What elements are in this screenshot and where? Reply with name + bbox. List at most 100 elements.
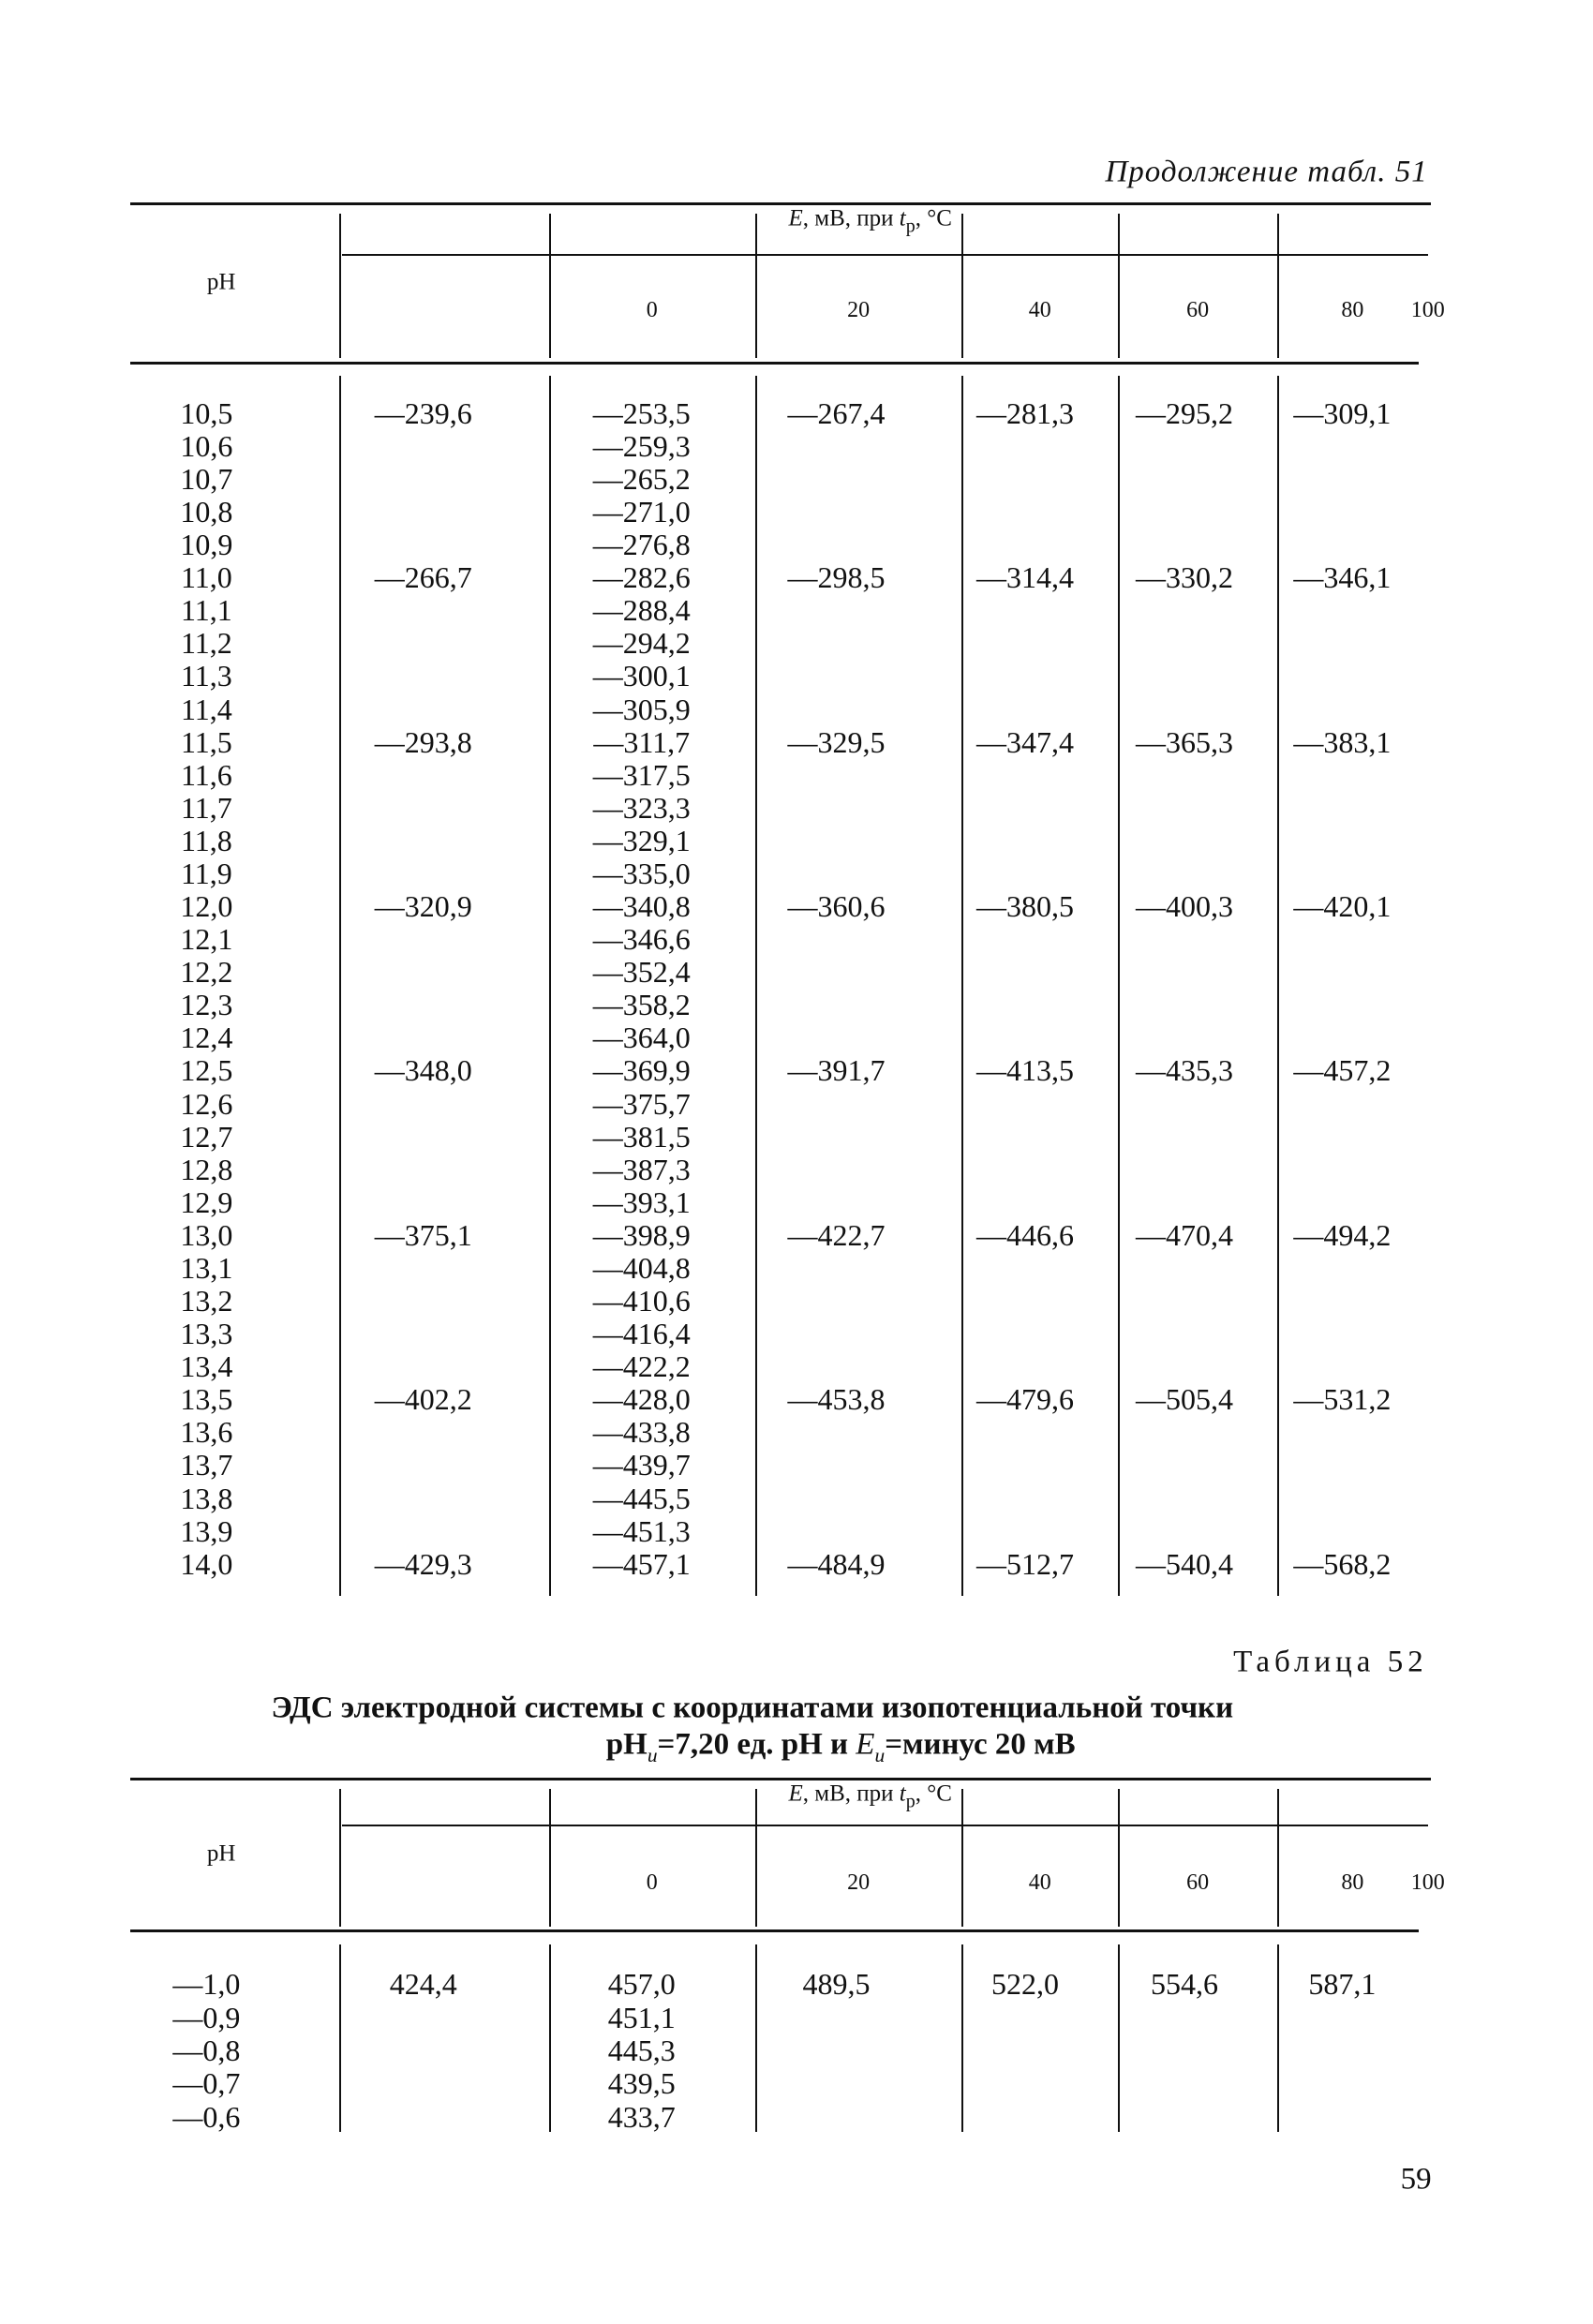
cell-value: —402,2 <box>374 1382 472 1417</box>
cell-value: —317,5 <box>592 757 691 792</box>
row-label: —0,7 <box>172 2066 241 2101</box>
row-label: 12,7 <box>180 1119 233 1154</box>
title-part: и <box>647 1744 658 1767</box>
group-header: E, мВ, при tр, °С <box>788 1782 951 1811</box>
row-label: 13,1 <box>180 1250 233 1285</box>
cell-value: —267,4 <box>787 395 886 430</box>
cell-value: —314,4 <box>975 560 1074 595</box>
cell-value: —309,1 <box>1293 395 1392 430</box>
row-label: 10,9 <box>180 528 233 562</box>
column-rule <box>961 1825 964 1927</box>
row-label: 11,9 <box>180 856 232 890</box>
cell-value: 457,0 <box>607 1967 676 2002</box>
cell-value: —282,6 <box>592 560 691 595</box>
header-part: E <box>788 1780 803 1807</box>
column-header: 0 <box>646 297 658 322</box>
column-rule <box>961 376 964 1597</box>
column-rule <box>1118 253 1121 359</box>
cell-value: —439,7 <box>592 1448 691 1482</box>
column-header: 0 <box>646 1870 658 1895</box>
cell-value: —420,1 <box>1293 889 1392 924</box>
row-label: 13,7 <box>180 1448 233 1482</box>
row-label: 12,4 <box>180 1020 233 1055</box>
cell-value: —352,4 <box>592 955 691 990</box>
cell-value: —391,7 <box>787 1053 886 1088</box>
column-rule <box>1118 1944 1121 2132</box>
cell-value: —446,6 <box>975 1217 1074 1252</box>
cell-value: —387,3 <box>592 1152 691 1186</box>
cell-value: —358,2 <box>592 988 691 1022</box>
cell-value: —484,9 <box>787 1546 886 1581</box>
row-label: 11,2 <box>180 626 232 661</box>
cell-value: —435,3 <box>1135 1053 1233 1088</box>
cell-value: —348,0 <box>374 1053 472 1088</box>
cell-value: —265,2 <box>592 461 691 496</box>
row-label: 12,5 <box>180 1053 233 1088</box>
page-number: 59 <box>1400 2162 1432 2197</box>
row-label: 12,2 <box>180 955 233 990</box>
row-label: —1,0 <box>172 1967 241 2002</box>
cell-value: —369,9 <box>592 1053 691 1088</box>
cell-value: —433,8 <box>592 1415 691 1450</box>
title-part: и <box>874 1744 886 1767</box>
row-label: —0,8 <box>172 2033 241 2067</box>
row-label: —0,9 <box>172 2000 241 2034</box>
column-rule <box>548 1825 551 1927</box>
row-label: 11,4 <box>180 692 232 726</box>
cell-value: —505,4 <box>1135 1382 1233 1417</box>
rule <box>129 1929 1420 1932</box>
cell-value: 439,5 <box>607 2066 676 2101</box>
row-label: 11,8 <box>180 823 232 857</box>
cell-value: —253,5 <box>592 395 691 430</box>
column-rule <box>1277 376 1280 1597</box>
column-header: 100 <box>1410 297 1445 322</box>
cell-value: —281,3 <box>975 395 1074 430</box>
column-header: 40 <box>1028 1870 1051 1895</box>
cell-value: —479,6 <box>975 1382 1074 1417</box>
row-header: pH <box>206 1840 236 1867</box>
cell-value: —330,2 <box>1135 560 1233 595</box>
column-rule <box>754 253 757 359</box>
column-rule <box>1277 1825 1280 1927</box>
cell-value: 522,0 <box>990 1967 1059 2002</box>
cell-value: 424,4 <box>389 1967 457 2002</box>
row-label: 12,8 <box>180 1152 233 1186</box>
cell-value: —400,3 <box>1135 889 1233 924</box>
column-rule <box>754 1825 757 1927</box>
column-header: 60 <box>1186 297 1210 322</box>
cell-value: —347,4 <box>975 724 1074 759</box>
cell-value: —404,8 <box>592 1250 691 1285</box>
cell-value: —531,2 <box>1293 1382 1392 1417</box>
row-label: 13,4 <box>180 1349 233 1384</box>
row-label: 13,2 <box>180 1284 233 1318</box>
cell-value: —295,2 <box>1135 395 1233 430</box>
row-label: 12,0 <box>180 889 233 924</box>
row-label: 13,6 <box>180 1415 233 1450</box>
title-part: pH <box>605 1727 648 1762</box>
header-part: E <box>788 205 803 231</box>
column-header: 100 <box>1410 1870 1445 1895</box>
row-label: 13,8 <box>180 1481 233 1515</box>
rule <box>342 1825 1428 1827</box>
cell-value: 489,5 <box>802 1967 871 2002</box>
cell-value: —428,0 <box>592 1382 691 1417</box>
row-label: 11,1 <box>180 593 232 628</box>
column-rule <box>754 1944 757 2132</box>
row-label: 10,6 <box>180 428 233 463</box>
column-rule <box>339 214 342 359</box>
rule <box>129 1777 1431 1780</box>
cell-value: —494,2 <box>1293 1217 1392 1252</box>
table-label: Таблица 52 <box>1233 1645 1428 1679</box>
column-rule <box>961 1944 964 2132</box>
rule <box>342 253 1428 256</box>
row-label: 13,0 <box>180 1217 233 1252</box>
header-part: , мВ, при <box>802 1780 900 1807</box>
row-label: —0,6 <box>172 2099 241 2134</box>
cell-value: —346,6 <box>592 922 691 957</box>
cell-value: —381,5 <box>592 1119 691 1154</box>
title-part: E <box>856 1727 875 1762</box>
cell-value: —568,2 <box>1293 1546 1392 1581</box>
cell-value: —300,1 <box>592 659 691 693</box>
cell-value: —329,5 <box>787 724 886 759</box>
header-part: , мВ, при <box>802 205 900 231</box>
